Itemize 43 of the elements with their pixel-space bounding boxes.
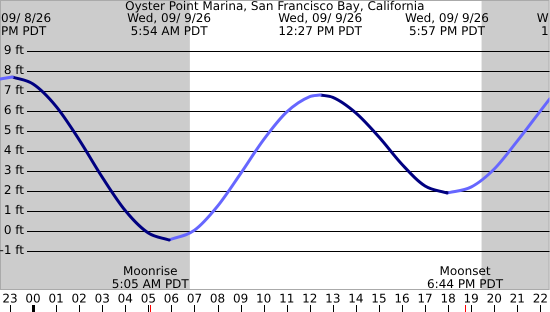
x-tick-label: 03: [94, 291, 110, 306]
y-tick-label: 2 ft: [4, 183, 24, 198]
x-tick-label: 04: [118, 291, 133, 306]
x-tick-label: 09: [232, 291, 248, 306]
annotation: Wed, 09/ 9/26 12:27 PM PDT: [278, 11, 363, 38]
x-tick-label: 22: [532, 291, 548, 306]
annotation: W 1: [536, 11, 549, 38]
x-tick-label: 08: [210, 291, 226, 306]
x-tick-label: 21: [510, 291, 525, 306]
x-tick-label: 19: [464, 291, 479, 306]
y-tick-label: 5 ft: [4, 123, 24, 138]
x-tick-label: 00: [25, 291, 41, 306]
x-tick-label: 12: [302, 291, 318, 306]
x-tick-label: 02: [72, 291, 87, 306]
ref-line-label: Moonrise 5:05 AM PDT: [112, 264, 190, 292]
annotation: 09/ 8/26 PM PDT: [1, 11, 52, 38]
y-tick-label: 6 ft: [4, 103, 24, 118]
y-tick-label: 8 ft: [4, 63, 24, 78]
x-tick-label: 15: [371, 291, 387, 306]
x-tick-label: 23: [2, 291, 18, 306]
y-tick-label: -1 ft: [0, 243, 24, 258]
x-tick-label: 14: [348, 291, 364, 306]
x-tick-label: 16: [394, 291, 410, 306]
x-tick-label: 18: [440, 291, 456, 306]
y-tick-label: 3 ft: [4, 163, 24, 178]
x-tick-label: 07: [186, 291, 202, 306]
x-tick-label: 06: [164, 291, 180, 306]
ref-line-label: Moonset 6:44 PM PDT: [427, 264, 504, 292]
annotation: Wed, 09/ 9/26 5:57 PM PDT: [405, 11, 489, 38]
y-tick-label: 0 ft: [4, 223, 24, 238]
y-tick-label: 9 ft: [4, 43, 24, 58]
x-tick-label: 11: [279, 291, 294, 306]
y-tick-label: 1 ft: [4, 203, 24, 218]
x-tick-label: 13: [325, 291, 340, 306]
annotation: Wed, 09/ 9/26 5:54 AM PDT: [127, 11, 212, 38]
x-tick-label: 20: [486, 291, 502, 306]
chart-title: Oyster Point Marina, San Francisco Bay, California: [125, 0, 424, 14]
y-tick-label: 4 ft: [4, 143, 24, 158]
y-tick-label: 7 ft: [4, 83, 24, 98]
x-tick-label: 17: [417, 291, 433, 306]
x-tick-label: 10: [256, 291, 272, 306]
x-tick-label: 05: [140, 291, 156, 306]
x-tick-label: 01: [48, 291, 64, 306]
